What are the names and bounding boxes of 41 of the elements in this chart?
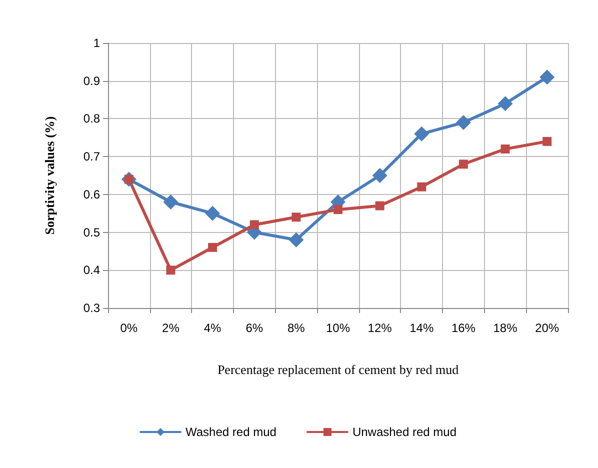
y-tick-label: 1 <box>93 36 100 50</box>
x-tick-label: 8% <box>288 321 306 335</box>
x-axis-title: Percentage replacement of cement by red mud <box>217 362 460 377</box>
point <box>250 220 259 230</box>
legend-label: Washed red mud <box>186 425 276 439</box>
y-tick-label: 0.3 <box>83 301 100 315</box>
x-tick-label: 18% <box>493 321 518 335</box>
point <box>498 96 513 112</box>
y-tick-label: 0.6 <box>83 187 100 202</box>
y-tick-label: 0.9 <box>83 74 100 88</box>
y-axis-title: Sorptivity values (%) <box>42 116 57 235</box>
point <box>417 182 426 192</box>
x-tick-label: 10% <box>326 321 350 335</box>
y-tick-label: 0.5 <box>83 225 100 240</box>
point <box>163 194 178 210</box>
y-tick-label: 0.4 <box>83 263 100 278</box>
y-tick-label: 0.8 <box>83 112 100 126</box>
y-tick-label: 0.7 <box>83 150 100 164</box>
x-tick-label: 12% <box>368 321 392 335</box>
x-tick-label: 6% <box>246 321 264 335</box>
x-tick-label: 14% <box>410 321 434 335</box>
point <box>208 242 218 252</box>
x-tick-label: 20% <box>535 321 560 335</box>
point <box>414 126 430 142</box>
point <box>292 212 301 222</box>
x-tick-label: 16% <box>451 321 476 335</box>
point <box>375 201 384 210</box>
point <box>500 144 510 154</box>
point <box>334 205 342 214</box>
point <box>166 266 176 275</box>
point <box>540 70 555 85</box>
point <box>542 136 552 146</box>
point <box>458 160 468 169</box>
point <box>372 168 388 183</box>
x-tick-label: 0% <box>120 321 138 335</box>
point <box>456 115 471 130</box>
point <box>205 206 220 221</box>
x-tick-label: 4% <box>204 321 222 335</box>
x-tick-label: 2% <box>162 321 180 335</box>
legend-label: Unwashed red mud <box>352 425 456 439</box>
point <box>288 232 304 248</box>
